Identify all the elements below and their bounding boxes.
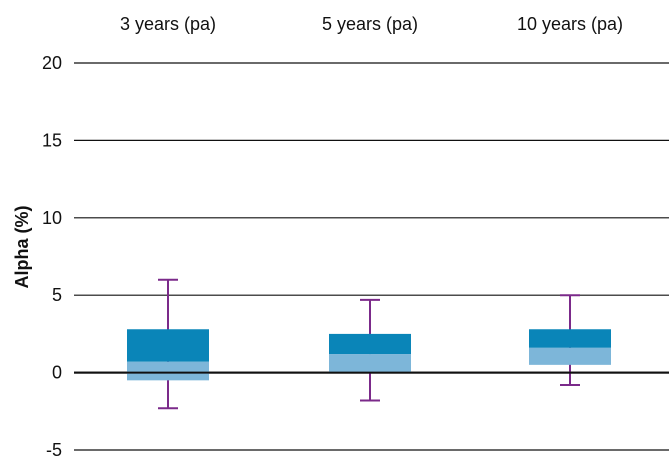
box-group	[127, 278, 209, 410]
category-labels: 3 years (pa) 5 years (pa) 10 years (pa)	[120, 14, 623, 34]
category-label: 10 years (pa)	[517, 14, 623, 34]
category-label: 5 years (pa)	[322, 14, 418, 34]
y-axis-title: Alpha (%)	[12, 205, 32, 288]
box-group	[329, 298, 411, 402]
gridlines	[74, 62, 669, 451]
y-tick-label: 0	[52, 363, 62, 383]
category-label: 3 years (pa)	[120, 14, 216, 34]
boxes	[74, 278, 669, 410]
y-tick-label: 15	[42, 130, 62, 150]
box-lower-quartile	[329, 354, 411, 373]
box-lower-quartile	[529, 347, 611, 365]
box-upper-quartile	[529, 329, 611, 348]
y-tick-label: 10	[42, 208, 62, 228]
y-tick-label: -5	[46, 440, 62, 457]
box-upper-quartile	[329, 333, 411, 355]
box-lower-quartile	[127, 361, 209, 381]
y-tick-labels: 20 15 10 5 0 -5	[42, 53, 62, 457]
y-tick-label: 5	[52, 285, 62, 305]
box-upper-quartile	[127, 329, 209, 362]
y-tick-label: 20	[42, 53, 62, 73]
box-group	[529, 294, 611, 386]
